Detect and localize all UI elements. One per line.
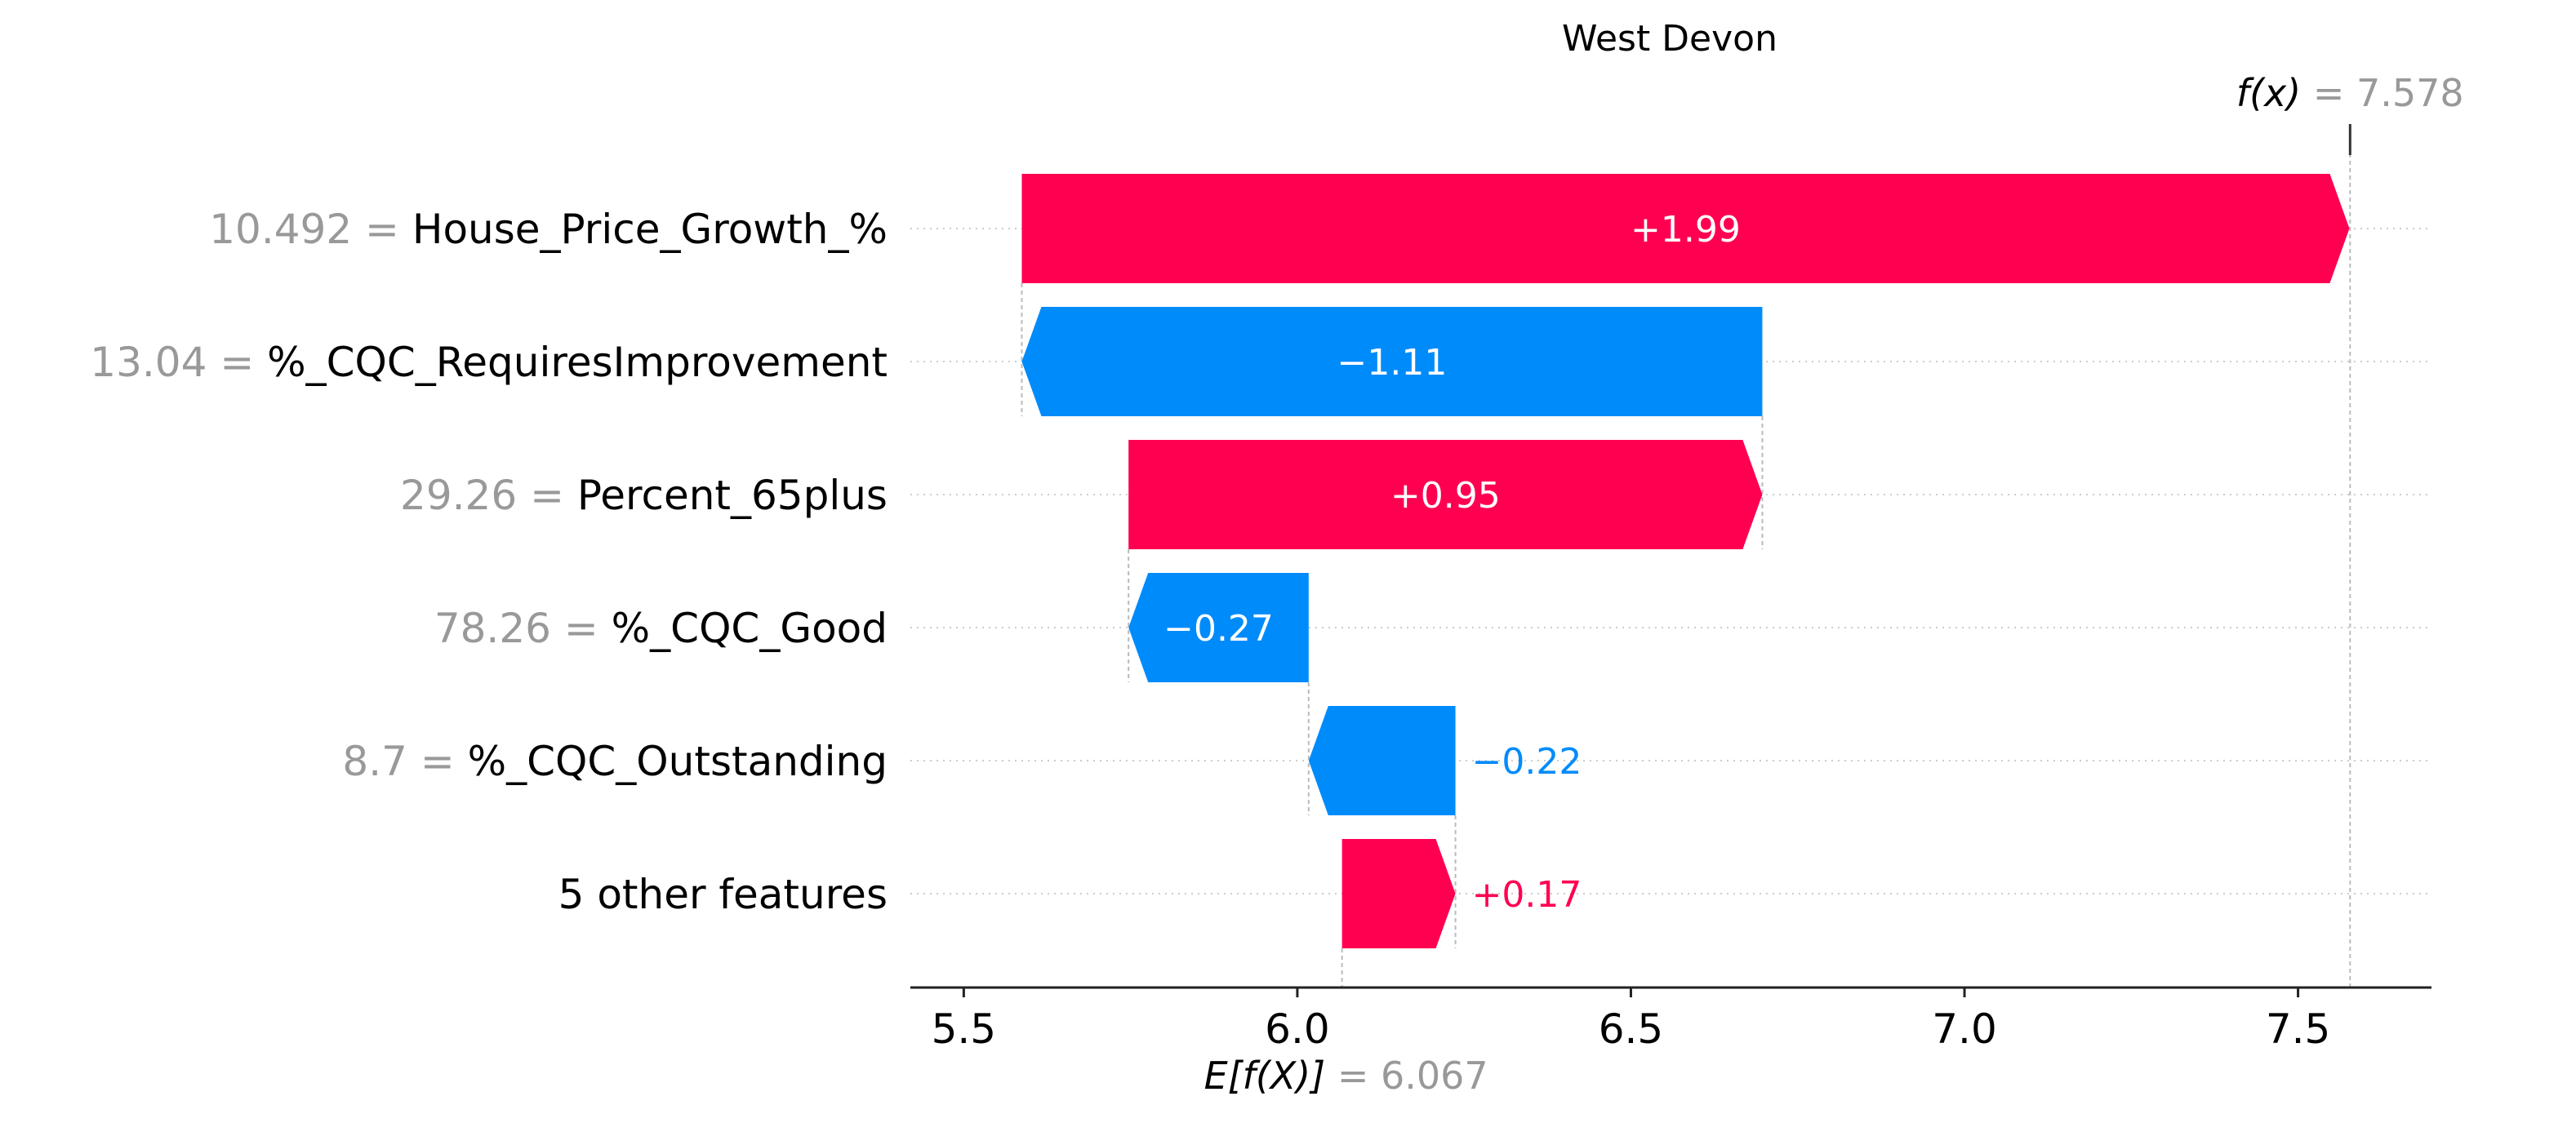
feature-label: 8.7 = %_CQC_Outstanding (342, 738, 888, 785)
positive-contribution-bar (1341, 839, 1456, 948)
contribution-label: +1.99 (1631, 209, 1741, 251)
feature-name: %_CQC_Outstanding (468, 738, 888, 785)
positive-contribution-bar (1021, 174, 2350, 283)
negative-contribution-bar (1128, 573, 1309, 682)
feature-label: 29.26 = Percent_65plus (400, 472, 888, 519)
base-label: E[f(X)] (1204, 1054, 1337, 1098)
base-value: = 6.067 (1337, 1054, 1488, 1098)
x-tick-label: 7.5 (2266, 1005, 2331, 1053)
positive-contribution-bar (1128, 440, 1763, 549)
contribution-label: +0.17 (1472, 874, 1582, 916)
feature-value: 10.492 = (209, 206, 412, 253)
feature-labels: 10.492 = House_Price_Growth_% 13.04 = %_C… (90, 206, 888, 918)
feature-value: 29.26 = (400, 472, 577, 519)
feature-name: %_CQC_RequiresImprovement (267, 339, 888, 386)
output-value-text: f(x) = 7.578 (2236, 71, 2464, 115)
feature-label: 5 other features (558, 871, 888, 918)
x-axis: 5.5 6.0 6.5 7.0 7.5 (910, 986, 2431, 1053)
contribution-label: −0.27 (1163, 608, 1274, 650)
feature-label: 78.26 = %_CQC_Good (434, 605, 888, 652)
negative-contribution-bar (1308, 706, 1456, 815)
feature-name: %_CQC_Good (612, 605, 888, 652)
feature-label: 10.492 = House_Price_Growth_% (209, 206, 888, 253)
output-value-annotation: f(x) = 7.578 (2236, 71, 2464, 115)
output-label: f(x) (2236, 71, 2313, 115)
x-tick-label: 6.0 (1265, 1005, 1330, 1053)
feature-value: 78.26 = (434, 605, 612, 652)
connector-lines (1021, 124, 2351, 988)
x-tick-label: 7.0 (1932, 1005, 1997, 1053)
feature-label: 13.04 = %_CQC_RequiresImprovement (90, 339, 888, 386)
base-value-annotation: E[f(X)] = 6.067 (1204, 1054, 1488, 1098)
contribution-bars: +1.99 −1.11 +0.95 −0.27 −0.22 +0.17 (1021, 174, 2350, 948)
feature-name: Percent_65plus (577, 472, 888, 519)
x-tick-label: 6.5 (1599, 1005, 1664, 1053)
contribution-label: −0.22 (1472, 741, 1582, 783)
feature-name: House_Price_Growth_% (412, 206, 888, 253)
chart-title: West Devon (1562, 18, 1777, 60)
feature-value: 8.7 = (342, 738, 467, 785)
contribution-label: +0.95 (1390, 475, 1501, 517)
feature-name: 5 other features (558, 871, 888, 918)
contribution-label: −1.11 (1337, 342, 1448, 384)
base-value-text: E[f(X)] = 6.067 (1204, 1054, 1488, 1098)
feature-value: 13.04 = (90, 339, 267, 386)
negative-contribution-bar (1021, 307, 1763, 416)
output-value: = 7.578 (2313, 71, 2464, 115)
x-tick-label: 5.5 (932, 1005, 997, 1053)
